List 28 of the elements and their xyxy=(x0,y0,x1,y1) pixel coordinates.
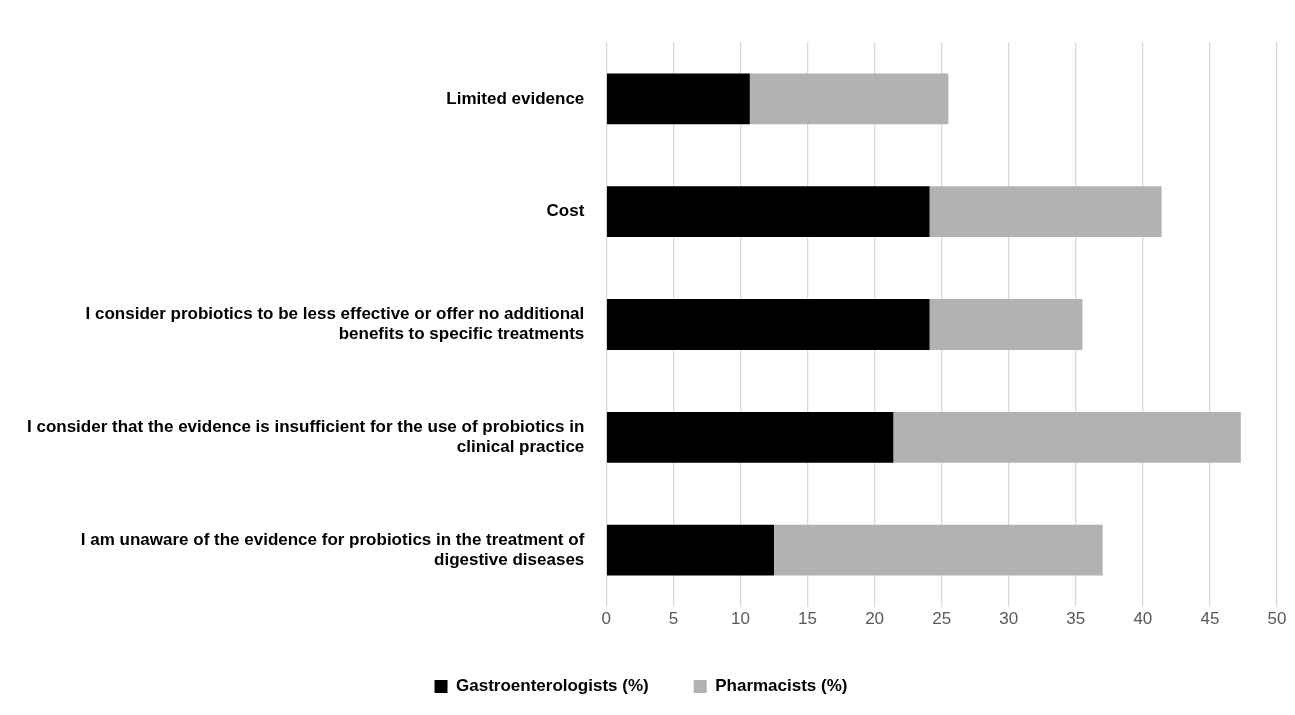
x-tick-label: 40 xyxy=(1133,609,1153,629)
y-tick-label: I consider that the evidence is insufficient for the use of probiotics in clinical practice xyxy=(26,416,585,457)
x-tick-label: 25 xyxy=(932,609,952,629)
x-tick-label: 10 xyxy=(730,609,750,629)
y-tick-label: Limited evidence xyxy=(446,88,585,108)
legend-label: Gastroenterologists (%) xyxy=(456,676,649,696)
x-tick-label: 15 xyxy=(798,609,817,629)
bar xyxy=(929,186,1162,238)
x-tick-label: 0 xyxy=(601,609,612,629)
bar xyxy=(606,524,774,576)
y-tick-label: Cost xyxy=(546,201,585,221)
x-tick-label: 20 xyxy=(865,609,885,629)
bar xyxy=(749,73,949,125)
x-tick-label: 45 xyxy=(1200,609,1220,629)
x-tick-label: 35 xyxy=(1066,609,1086,629)
legend-label: Pharmacists (%) xyxy=(715,676,848,696)
bar xyxy=(773,524,1103,576)
x-tick-label: 50 xyxy=(1267,609,1287,629)
bar xyxy=(929,299,1083,350)
bar xyxy=(606,299,930,350)
y-tick-label: I am unaware of the evidence for probiotics in the treatment of digestive diseases xyxy=(80,529,585,570)
bar xyxy=(606,411,894,463)
bar xyxy=(606,73,750,125)
y-tick-label: I consider probiotics to be less effective or offer no additional benefits to specific treatments xyxy=(85,303,585,344)
bar xyxy=(606,186,930,238)
x-tick-label: 30 xyxy=(999,609,1019,629)
bar xyxy=(893,411,1241,463)
x-tick-label: 5 xyxy=(668,609,679,629)
